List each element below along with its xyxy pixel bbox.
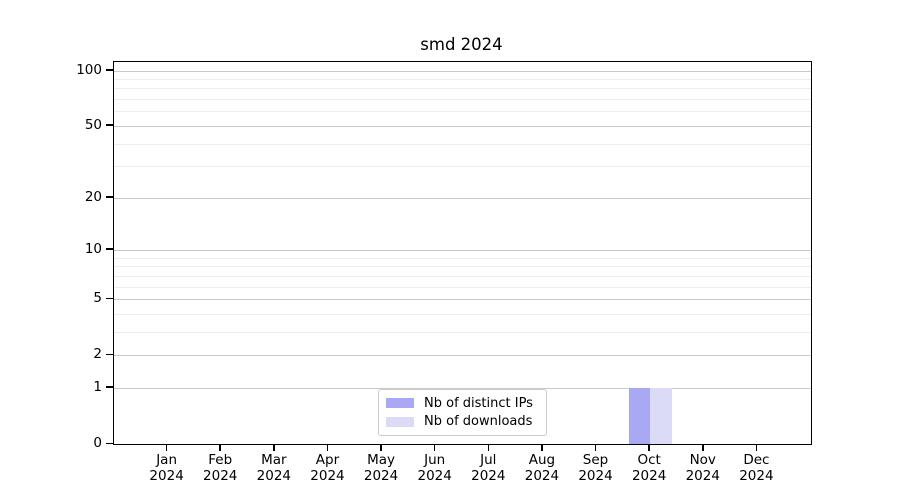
x-tick-month: May xyxy=(367,452,396,468)
x-tick-year: 2024 xyxy=(203,467,238,484)
gridline-minor xyxy=(114,286,811,288)
legend-entry-distinct-ips: Nb of distinct IPs xyxy=(386,396,539,411)
x-tick-month: Sep xyxy=(582,452,609,468)
x-tick-mark xyxy=(326,444,329,451)
y-tick-mark xyxy=(106,297,113,300)
x-tick-year: 2024 xyxy=(149,467,184,484)
y-tick-mark xyxy=(106,353,113,356)
x-tick-mark xyxy=(648,444,650,451)
x-tick-month: Jun xyxy=(424,452,446,468)
x-tick-mark xyxy=(273,444,275,451)
y-tick-label: 1 xyxy=(93,378,102,395)
gridline-minor xyxy=(114,111,811,113)
x-tick-label: Apr 2024 xyxy=(295,452,359,484)
x-tick-year: 2024 xyxy=(524,467,560,484)
x-tick-label: Feb 2024 xyxy=(188,452,252,484)
x-tick-month: Oct xyxy=(637,452,661,468)
bar-distinct-ips-oct xyxy=(628,387,651,444)
x-tick-year: 2024 xyxy=(578,467,613,484)
x-tick-month: Nov xyxy=(689,452,716,468)
x-tick-label: Nov 2024 xyxy=(671,452,735,484)
x-tick-month: Dec xyxy=(743,452,770,468)
y-tick-label: 5 xyxy=(93,290,102,307)
y-tick-label: 100 xyxy=(76,61,102,78)
x-tick-year: 2024 xyxy=(471,467,506,484)
x-tick-year: 2024 xyxy=(417,467,452,484)
legend-swatch-distinct-ips-icon xyxy=(386,398,414,409)
gridline-major xyxy=(114,299,811,301)
gridline-minor xyxy=(114,257,811,259)
legend-entry-downloads: Nb of downloads xyxy=(386,414,539,429)
plot-area xyxy=(113,61,812,445)
gridline-minor xyxy=(114,266,811,268)
x-tick-year: 2024 xyxy=(739,467,774,484)
gridline-minor xyxy=(114,88,811,90)
legend-label-downloads: Nb of downloads xyxy=(424,414,533,430)
x-tick-mark xyxy=(380,444,382,451)
x-tick-year: 2024 xyxy=(256,467,292,484)
x-tick-label: May 2024 xyxy=(349,452,413,484)
x-tick-label: Aug 2024 xyxy=(510,452,574,484)
x-tick-mark xyxy=(594,444,597,451)
gridline-minor xyxy=(114,143,811,145)
x-tick-year: 2024 xyxy=(685,467,720,484)
y-tick-mark xyxy=(106,196,113,198)
bar-downloads-oct xyxy=(650,387,672,444)
gridline-minor xyxy=(114,313,811,315)
gridline-major xyxy=(114,387,811,389)
gridline-minor xyxy=(114,166,811,168)
x-tick-year: 2024 xyxy=(363,467,399,484)
x-tick-month: Aug xyxy=(528,452,556,468)
x-tick-year: 2024 xyxy=(631,467,667,484)
gridline-minor xyxy=(114,331,811,333)
x-tick-mark xyxy=(433,444,436,451)
legend-swatch-downloads-icon xyxy=(386,416,414,427)
x-tick-mark xyxy=(702,444,704,451)
gridline-major xyxy=(114,249,811,251)
gridline-major xyxy=(114,70,811,72)
y-tick-mark xyxy=(106,69,113,71)
y-tick-label: 2 xyxy=(93,346,102,363)
legend-label-distinct-ips: Nb of distinct IPs xyxy=(424,395,533,411)
gridline-minor xyxy=(114,275,811,277)
x-tick-label: Sep 2024 xyxy=(564,452,628,484)
x-tick-mark xyxy=(541,444,543,451)
gridline-minor xyxy=(114,99,811,101)
y-tick-label: 20 xyxy=(84,188,102,205)
y-tick-label: 50 xyxy=(84,116,102,133)
x-tick-label: Oct 2024 xyxy=(617,452,681,484)
x-tick-month: Mar xyxy=(261,452,287,468)
y-tick-mark xyxy=(106,248,113,250)
x-tick-mark xyxy=(219,444,221,451)
x-tick-month: Feb xyxy=(208,452,233,468)
x-tick-label: Mar 2024 xyxy=(242,452,306,484)
y-tick-label: 0 xyxy=(93,435,102,451)
y-tick-mark xyxy=(106,386,113,388)
x-tick-label: Dec 2024 xyxy=(724,452,788,484)
x-tick-label: Jul 2024 xyxy=(456,452,520,484)
y-tick-mark xyxy=(106,442,113,444)
x-tick-month: Jul xyxy=(480,452,497,468)
gridline-major xyxy=(114,197,811,199)
y-tick-mark xyxy=(106,124,113,126)
x-tick-mark xyxy=(755,444,758,451)
x-tick-mark xyxy=(487,444,490,451)
x-tick-label: Jun 2024 xyxy=(403,452,467,484)
x-tick-month: Jan xyxy=(156,452,178,468)
legend: Nb of distinct IPs Nb of downloads xyxy=(378,389,547,436)
y-tick-label: 10 xyxy=(84,240,102,257)
x-tick-year: 2024 xyxy=(310,467,345,484)
x-tick-mark xyxy=(165,444,168,451)
gridline-major xyxy=(114,125,811,127)
x-tick-label: Jan 2024 xyxy=(135,452,199,484)
gridline-major xyxy=(114,355,811,357)
gridline-minor xyxy=(114,79,811,81)
x-tick-month: Apr xyxy=(315,452,340,468)
chart-title: smd 2024 xyxy=(420,35,503,54)
